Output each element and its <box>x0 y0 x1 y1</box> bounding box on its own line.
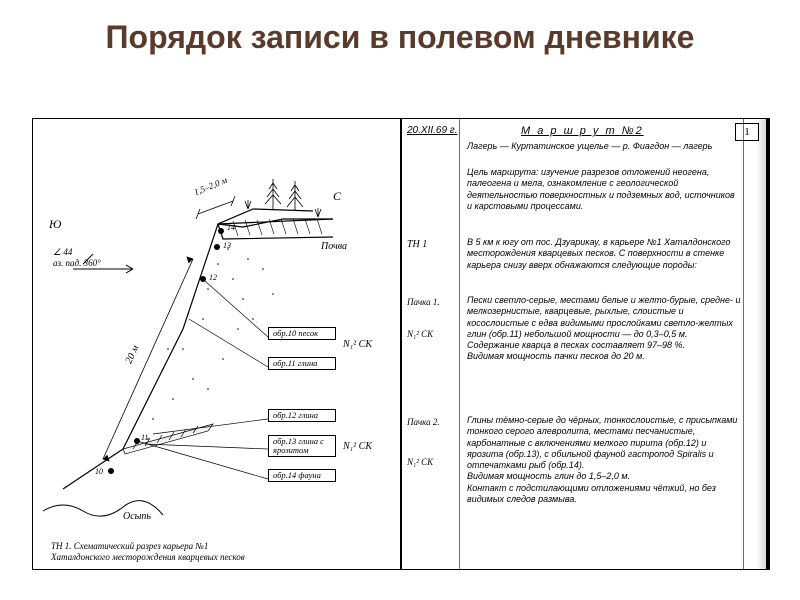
left-caption: ТН 1. Схематический разрез карьера №1 Ха… <box>51 541 391 563</box>
marker-11: 11 <box>141 433 148 442</box>
sample-box-0: обр.10 песок <box>268 327 336 340</box>
marker-13: 13 <box>223 241 231 250</box>
tn1-text: В 5 км к югу от пос. Дзуарикау, в карьер… <box>467 237 741 271</box>
right-page: 1 20.XII.69 г. М а р ш р у т №2 Лагерь —… <box>401 119 769 569</box>
page-title: Порядок записи в полевом дневнике <box>0 0 800 66</box>
sample-box-4: обр.14 фауна <box>268 469 336 482</box>
redline-1 <box>459 119 460 569</box>
pack2-text: Глины тёмно-серые до чёрных, тонкослоист… <box>467 415 741 505</box>
strat-left-1: N₁² CK <box>343 339 372 350</box>
strat-left-2: N₁² CK <box>343 441 372 452</box>
compass-south: Ю <box>49 217 61 232</box>
soil-label: Почва <box>321 241 347 252</box>
tn1-label: ТН 1 <box>407 239 427 250</box>
marker-14: 14 <box>227 223 235 232</box>
route-goal: Цель маршрута: изучение разрезов отложен… <box>467 167 741 212</box>
marker-10: 10 <box>95 467 103 476</box>
pack1-strat: N₁² CK <box>407 329 433 339</box>
date: 20.XII.69 г. <box>407 125 458 138</box>
sample-box-2: обр.12 глина <box>268 409 336 422</box>
sample-box-1: обр.11 глина <box>268 357 336 370</box>
route-subtitle: Лагерь — Куртатинское ущелье — р. Фиагдо… <box>467 141 739 152</box>
notebook: Ю С Почва Осыпь ∠ 44 аз. пад. 360° 1,5–2… <box>32 118 770 570</box>
sample-box-3: обр.13 глина с ярозитом <box>268 435 336 457</box>
marker-12: 12 <box>209 273 217 282</box>
redline-2 <box>743 119 744 569</box>
compass-north: С <box>333 189 341 204</box>
left-page: Ю С Почва Осыпь ∠ 44 аз. пад. 360° 1,5–2… <box>33 119 401 569</box>
pack1-label: Пачка 1. <box>407 297 440 307</box>
pack2-strat: N₁² CK <box>407 457 433 467</box>
route-title: М а р ш р у т №2 <box>521 125 644 139</box>
azimuth-label: ∠ 44 аз. пад. 360° <box>53 247 101 268</box>
pack1-text: Пески светло-серые, местами белые и желт… <box>467 295 741 363</box>
talus-label: Осыпь <box>123 511 151 522</box>
page-number: 1 <box>735 123 759 141</box>
pack2-label: Пачка 2. <box>407 417 440 427</box>
